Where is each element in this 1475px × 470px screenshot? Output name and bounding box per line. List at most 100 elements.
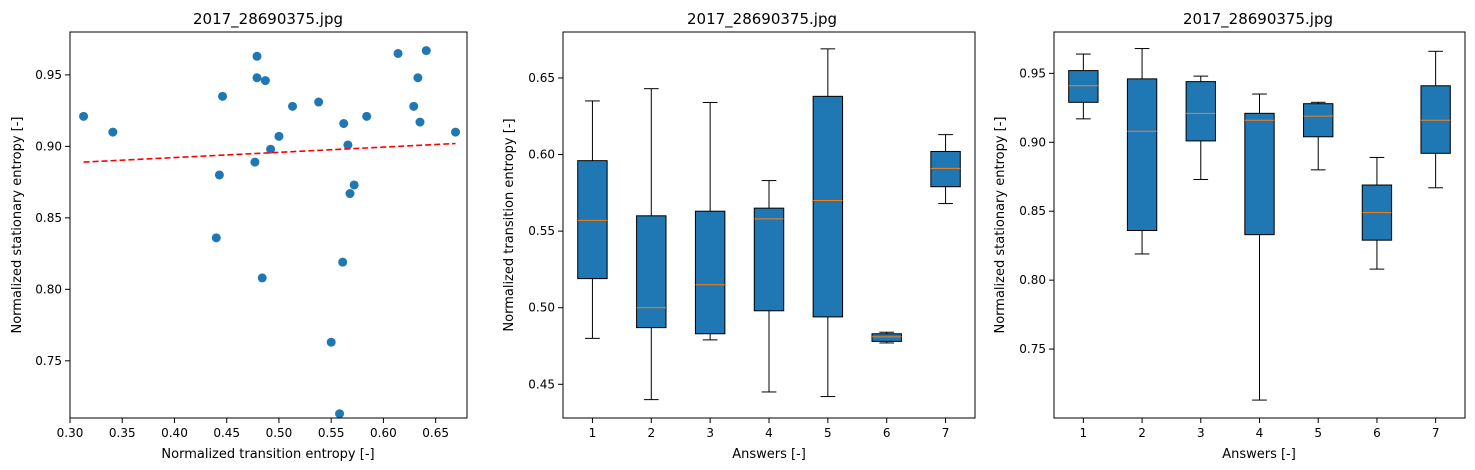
transition-boxplot-y-tick-label: 0.65 <box>528 71 555 85</box>
stationary-boxplot-axes-frame <box>1053 31 1466 419</box>
box-body <box>1303 103 1334 138</box>
scatter-point <box>257 273 267 283</box>
box-body <box>1420 85 1451 154</box>
scatter-y-tick-label: 0.85 <box>35 211 62 225</box>
box-body <box>694 210 726 335</box>
transition-boxplot-x-axis-label: Answers [-] <box>732 447 806 462</box>
scatter-x-tick-label: 0.35 <box>109 426 136 440</box>
stationary-boxplot-box-1 <box>1068 53 1099 120</box>
scatter-point <box>218 91 228 101</box>
transition-boxplot-axes-frame <box>562 31 976 419</box>
stationary-boxplot-panel: 2017_28690375.jpg 0.75 0.80 0.85 0.90 0.95 1 2… <box>993 10 1466 462</box>
scatter-point <box>250 157 260 167</box>
transition-boxplot-x-tick-label: 5 <box>824 426 832 440</box>
scatter-point <box>338 257 348 267</box>
stationary-boxplot-box-3 <box>1185 75 1216 181</box>
stationary-boxplot-title: 2017_28690375.jpg <box>1183 10 1333 29</box>
scatter-x-tick-label: 0.45 <box>213 426 240 440</box>
scatter-x-tick-label: 0.60 <box>370 426 397 440</box>
transition-boxplot-x-tick-label: 2 <box>647 426 655 440</box>
box-body <box>753 207 785 312</box>
stationary-boxplot-box-4 <box>1244 93 1275 401</box>
scatter-y-axis-label: Normalized stationary entropy [-] <box>10 117 25 334</box>
scatter-x-tick-label: 0.30 <box>57 426 84 440</box>
box-body <box>930 150 961 188</box>
transition-boxplot-y-tick-label: 0.60 <box>528 148 555 162</box>
stationary-boxplot-x-tick-label: 4 <box>1256 426 1264 440</box>
scatter-point <box>343 140 353 150</box>
scatter-panel: 2017_28690375.jpg 0.75 0.80 0.85 0.90 0.95 0.… <box>10 10 468 462</box>
transition-boxplot-y-tick-label: 0.50 <box>528 301 555 315</box>
transition-boxplot-x-tick-label: 6 <box>883 426 891 440</box>
box-body <box>812 95 844 318</box>
stationary-boxplot-box-6 <box>1361 156 1393 270</box>
scatter-point <box>335 409 345 419</box>
box-body <box>871 333 902 342</box>
transition-boxplot-y-tick-label: 0.55 <box>528 224 555 238</box>
stationary-boxplot-y-tick-label: 0.85 <box>1019 204 1046 218</box>
stationary-boxplot-x-tick-label: 7 <box>1432 426 1440 440</box>
stationary-boxplot-box-5 <box>1303 101 1334 171</box>
box-body <box>577 160 608 280</box>
scatter-y-tick-label: 0.90 <box>35 139 62 153</box>
scatter-point <box>362 111 372 121</box>
scatter-axes-frame <box>69 31 468 419</box>
transition-boxplot-y-axis-label: Normalized transition entropy [-] <box>502 118 517 331</box>
stationary-boxplot-y-axis-label: Normalized stationary entropy [-] <box>993 117 1008 334</box>
scatter-point <box>274 131 284 141</box>
scatter-x-tick-label: 0.50 <box>266 426 293 440</box>
stationary-boxplot-y-tick-label: 0.75 <box>1019 342 1046 356</box>
stationary-boxplot-x-tick-label: 6 <box>1373 426 1381 440</box>
stationary-boxplot-x-tick-label: 3 <box>1197 426 1205 440</box>
transition-boxplot-x-tick-label: 1 <box>589 426 597 440</box>
box-body <box>1244 112 1275 236</box>
transition-boxplot-x-tick-label: 3 <box>706 426 714 440</box>
transition-boxplot-box-7 <box>930 134 961 205</box>
transition-boxplot-title: 2017_28690375.jpg <box>687 10 837 29</box>
stationary-boxplot-x-axis-label: Answers [-] <box>1222 447 1296 462</box>
scatter-title: 2017_28690375.jpg <box>193 10 343 29</box>
transition-boxplot-panel: 2017_28690375.jpg 0.45 0.50 0.55 0.60 0.65 1 2… <box>502 10 976 462</box>
transition-boxplot-box-3 <box>694 101 726 341</box>
scatter-point <box>339 118 349 128</box>
scatter-y-tick-label: 0.80 <box>35 282 62 296</box>
scatter-point <box>211 233 221 243</box>
scatter-trendline <box>83 142 456 163</box>
stationary-boxplot-x-tick-label: 1 <box>1080 426 1088 440</box>
box-body <box>636 215 667 329</box>
box-body <box>1185 81 1216 142</box>
scatter-point <box>214 170 224 180</box>
stationary-boxplot-box-7 <box>1420 50 1451 189</box>
box-body <box>1126 78 1158 232</box>
scatter-point <box>413 73 423 83</box>
transition-boxplot-box-4 <box>753 180 785 393</box>
transition-boxplot-x-tick-label: 4 <box>765 426 773 440</box>
scatter-point <box>409 101 419 111</box>
box-body <box>1068 70 1099 103</box>
stationary-boxplot-y-tick-label: 0.80 <box>1019 273 1046 287</box>
scatter-point <box>79 111 89 121</box>
transition-boxplot-box-1 <box>577 100 608 339</box>
scatter-point <box>345 189 355 199</box>
stationary-boxplot-y-tick-label: 0.90 <box>1019 135 1046 149</box>
scatter-point <box>349 180 359 190</box>
scatter-point <box>421 46 431 56</box>
scatter-y-tick-label: 0.95 <box>35 68 62 82</box>
scatter-point <box>314 97 324 107</box>
scatter-point <box>288 101 298 111</box>
scatter-point <box>260 76 270 86</box>
scatter-point <box>266 144 276 154</box>
stationary-boxplot-x-tick-label: 2 <box>1138 426 1146 440</box>
transition-boxplot-x-tick-label: 7 <box>942 426 950 440</box>
scatter-x-tick-label: 0.55 <box>318 426 345 440</box>
scatter-point <box>252 51 262 61</box>
scatter-x-tick-label: 0.40 <box>161 426 188 440</box>
transition-boxplot-box-2 <box>636 88 667 401</box>
scatter-point <box>451 127 461 137</box>
stationary-boxplot-box-2 <box>1126 48 1158 255</box>
scatter-point <box>393 48 403 58</box>
scatter-x-tick-label: 0.65 <box>422 426 449 440</box>
scatter-point <box>326 337 336 347</box>
scatter-point <box>415 117 425 127</box>
